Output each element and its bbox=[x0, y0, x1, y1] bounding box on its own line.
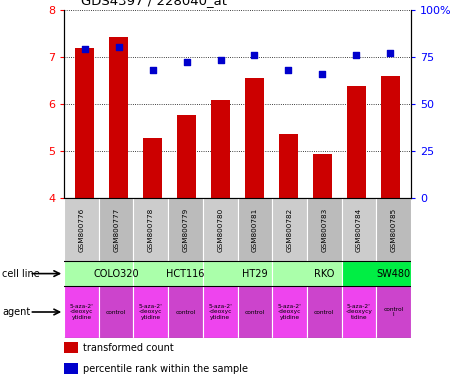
Text: control: control bbox=[314, 310, 334, 314]
Text: control
l: control l bbox=[383, 306, 404, 318]
Text: GSM800777: GSM800777 bbox=[113, 207, 119, 252]
Text: GSM800776: GSM800776 bbox=[78, 207, 85, 252]
Text: 5-aza-2'
-deoxyc
ytidine: 5-aza-2' -deoxyc ytidine bbox=[208, 304, 232, 320]
Bar bbox=[347, 86, 366, 198]
Point bbox=[149, 67, 156, 73]
Text: GSM800785: GSM800785 bbox=[390, 207, 397, 252]
Bar bbox=[307, 286, 342, 338]
Text: transformed count: transformed count bbox=[83, 343, 174, 353]
Bar bbox=[211, 100, 230, 198]
Bar bbox=[342, 286, 376, 338]
Text: control: control bbox=[245, 310, 265, 314]
Bar bbox=[64, 363, 78, 374]
Text: control: control bbox=[106, 310, 126, 314]
Bar bbox=[99, 286, 133, 338]
Text: GSM800783: GSM800783 bbox=[321, 207, 327, 252]
Text: GSM800779: GSM800779 bbox=[182, 207, 189, 252]
Point bbox=[251, 52, 258, 58]
Bar bbox=[203, 286, 238, 338]
Bar bbox=[272, 286, 307, 338]
Text: GSM800780: GSM800780 bbox=[217, 207, 223, 252]
Text: GSM800784: GSM800784 bbox=[356, 207, 362, 252]
Bar bbox=[272, 261, 342, 286]
Bar bbox=[381, 76, 400, 198]
Point bbox=[81, 46, 88, 52]
Bar bbox=[64, 342, 78, 353]
Text: GSM800778: GSM800778 bbox=[148, 207, 154, 252]
Text: GDS4397 / 228040_at: GDS4397 / 228040_at bbox=[82, 0, 228, 7]
Text: 5-aza-2'
-deoxyc
ytidine: 5-aza-2' -deoxyc ytidine bbox=[139, 304, 163, 320]
Text: percentile rank within the sample: percentile rank within the sample bbox=[83, 364, 248, 374]
Point bbox=[387, 50, 394, 56]
Text: control: control bbox=[175, 310, 196, 314]
Bar bbox=[376, 198, 411, 261]
Bar bbox=[64, 261, 133, 286]
Text: SW480: SW480 bbox=[377, 268, 410, 279]
Bar bbox=[133, 286, 168, 338]
Bar bbox=[238, 198, 272, 261]
Text: cell line: cell line bbox=[2, 268, 40, 279]
Bar bbox=[203, 261, 272, 286]
Text: RKO: RKO bbox=[314, 268, 334, 279]
Bar bbox=[64, 286, 99, 338]
Bar bbox=[133, 261, 203, 286]
Bar bbox=[109, 37, 128, 198]
Bar bbox=[245, 78, 264, 198]
Text: GSM800781: GSM800781 bbox=[252, 207, 258, 252]
Bar bbox=[279, 134, 298, 198]
Bar bbox=[75, 48, 94, 198]
Text: 5-aza-2'
-deoxycy
tidine: 5-aza-2' -deoxycy tidine bbox=[345, 304, 372, 320]
Bar bbox=[168, 286, 203, 338]
Point bbox=[183, 59, 190, 65]
Bar bbox=[342, 261, 411, 286]
Text: HT29: HT29 bbox=[242, 268, 267, 279]
Bar bbox=[143, 137, 162, 198]
Bar bbox=[133, 198, 168, 261]
Point bbox=[217, 57, 224, 63]
Text: HCT116: HCT116 bbox=[166, 268, 205, 279]
Point bbox=[115, 44, 123, 50]
Text: COLO320: COLO320 bbox=[93, 268, 139, 279]
Bar bbox=[376, 286, 411, 338]
Bar bbox=[99, 198, 133, 261]
Bar bbox=[342, 198, 376, 261]
Point bbox=[352, 52, 360, 58]
Bar bbox=[168, 198, 203, 261]
Bar bbox=[272, 198, 307, 261]
Point bbox=[319, 71, 326, 77]
Bar bbox=[177, 116, 196, 198]
Bar bbox=[203, 198, 238, 261]
Text: 5-aza-2'
-deoxyc
ytidine: 5-aza-2' -deoxyc ytidine bbox=[69, 304, 94, 320]
Text: 5-aza-2'
-deoxyc
ytidine: 5-aza-2' -deoxyc ytidine bbox=[277, 304, 302, 320]
Bar bbox=[238, 286, 272, 338]
Point bbox=[285, 67, 292, 73]
Text: GSM800782: GSM800782 bbox=[286, 207, 293, 252]
Bar bbox=[64, 198, 99, 261]
Bar bbox=[313, 154, 332, 198]
Text: agent: agent bbox=[2, 307, 30, 317]
Bar bbox=[307, 198, 342, 261]
